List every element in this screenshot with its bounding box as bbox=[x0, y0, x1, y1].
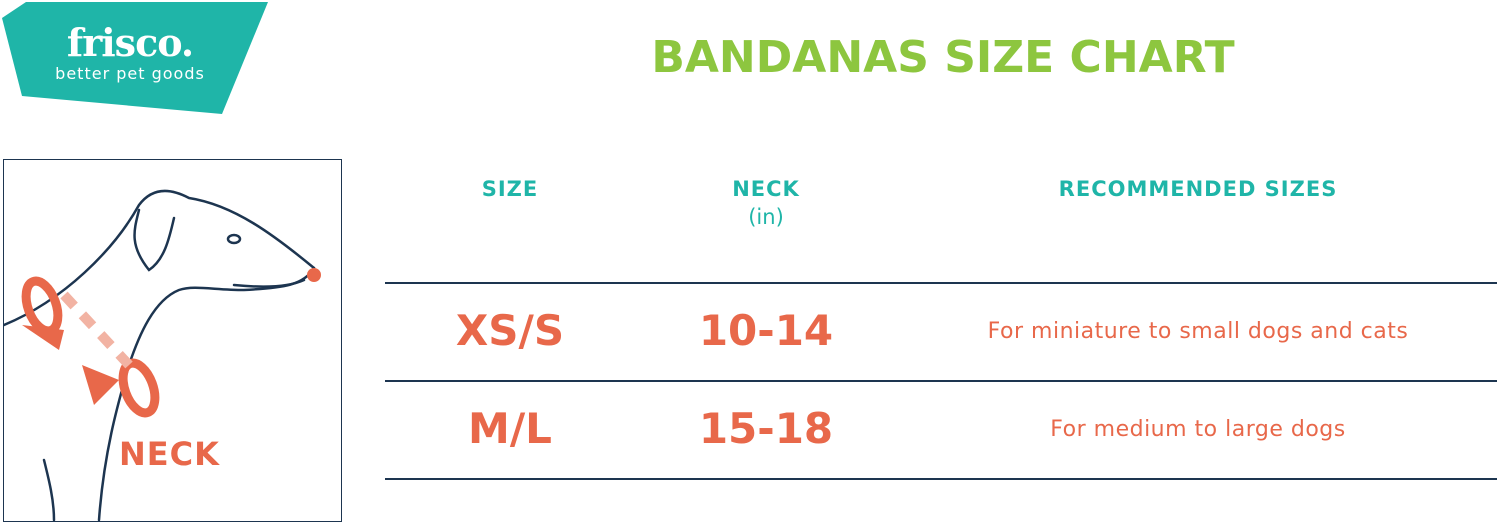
size-cell: M/L bbox=[468, 404, 552, 453]
header-recommended: RECOMMENDED SIZES bbox=[1058, 177, 1338, 201]
logo-name: frisco. bbox=[66, 20, 194, 65]
table-divider bbox=[385, 380, 1497, 382]
page-title: BANDANAS SIZE CHART bbox=[651, 32, 1235, 83]
dog-icon bbox=[4, 189, 321, 522]
size-cell: XS/S bbox=[455, 306, 565, 355]
frisco-logo: frisco. better pet goods bbox=[0, 0, 270, 116]
table-divider bbox=[385, 282, 1497, 284]
table-divider bbox=[385, 478, 1497, 480]
neck-cell: 10-14 bbox=[698, 306, 834, 355]
neck-cell: 15-18 bbox=[698, 404, 834, 453]
recommended-cell: For miniature to small dogs and cats bbox=[987, 319, 1409, 344]
neck-label: NECK bbox=[119, 435, 220, 473]
logo-badge-shape bbox=[2, 2, 268, 114]
header-size: SIZE bbox=[481, 177, 539, 201]
recommended-cell: For medium to large dogs bbox=[1050, 417, 1346, 442]
logo-tagline: better pet goods bbox=[55, 64, 205, 83]
dog-neck-illustration: NECK bbox=[3, 159, 342, 522]
header-neck: NECK bbox=[732, 177, 800, 201]
header-neck-unit: (in) bbox=[748, 205, 784, 229]
